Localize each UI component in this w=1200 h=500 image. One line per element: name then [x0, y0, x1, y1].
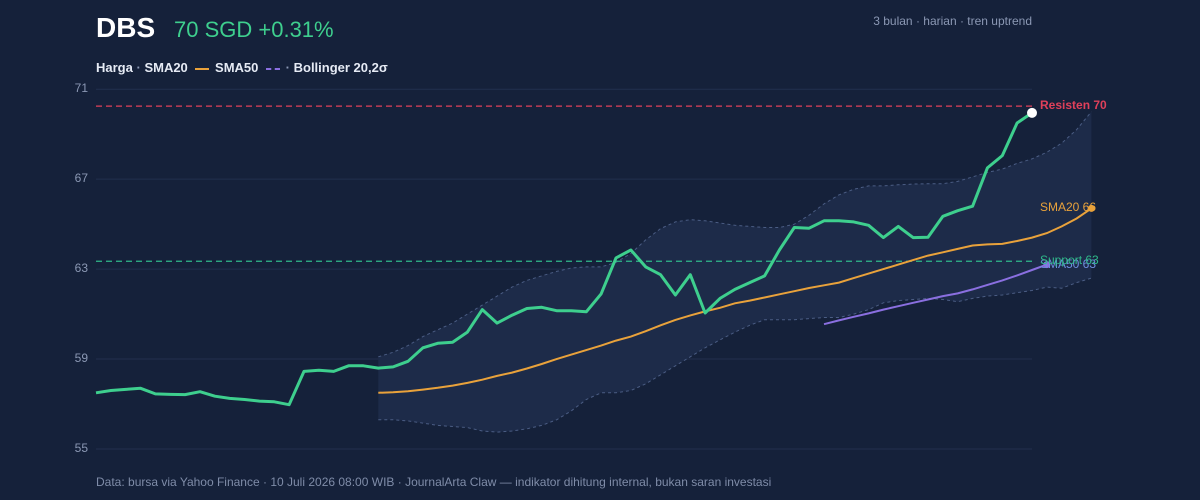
sma50-label: SMA50 63 [1040, 256, 1097, 271]
ticker-symbol: DBS [96, 12, 156, 43]
bollinger-band-fill [378, 111, 1092, 433]
y-tick-label-71: 71 [74, 81, 88, 96]
sma20-label: SMA20 66 [1040, 200, 1097, 215]
y-tick-label-59: 59 [74, 351, 88, 366]
resistance-label: Resisten 70 [1040, 98, 1107, 113]
price-change: 70 SGD +0.31% [174, 17, 334, 42]
y-tick-label-67: 67 [74, 171, 88, 186]
legend-harga: Harga [96, 60, 133, 75]
chart-footer: Data: bursa via Yahoo Finance · 10 Juli … [96, 475, 772, 489]
sma50-line [823, 263, 1048, 326]
legend-bollinger: Bollinger 20,2σ [293, 60, 388, 75]
legend-sma20: SMA20 [144, 60, 188, 75]
price-end-marker [1027, 107, 1037, 118]
legend-sma20-swatch [195, 67, 210, 70]
chart-legend: Harga · SMA20 SMA50 · Bollinger 20,2σ [96, 60, 388, 75]
chart-meta: 3 bulan · harian · tren uptrend [873, 14, 1032, 28]
support-label: Support 63 [1040, 253, 1099, 268]
sma20-end-marker [1087, 204, 1095, 212]
bollinger-upper-line [378, 111, 1092, 358]
sma50-end-marker [1043, 261, 1051, 269]
legend-sma50-swatch [266, 67, 281, 70]
y-tick-label-55: 55 [74, 441, 88, 455]
price-line [95, 111, 1033, 407]
y-tick-label-63: 63 [74, 261, 88, 276]
bollinger-lower-line [378, 277, 1092, 433]
sma20-line [378, 207, 1092, 394]
legend-sma50: SMA50 [215, 60, 259, 75]
